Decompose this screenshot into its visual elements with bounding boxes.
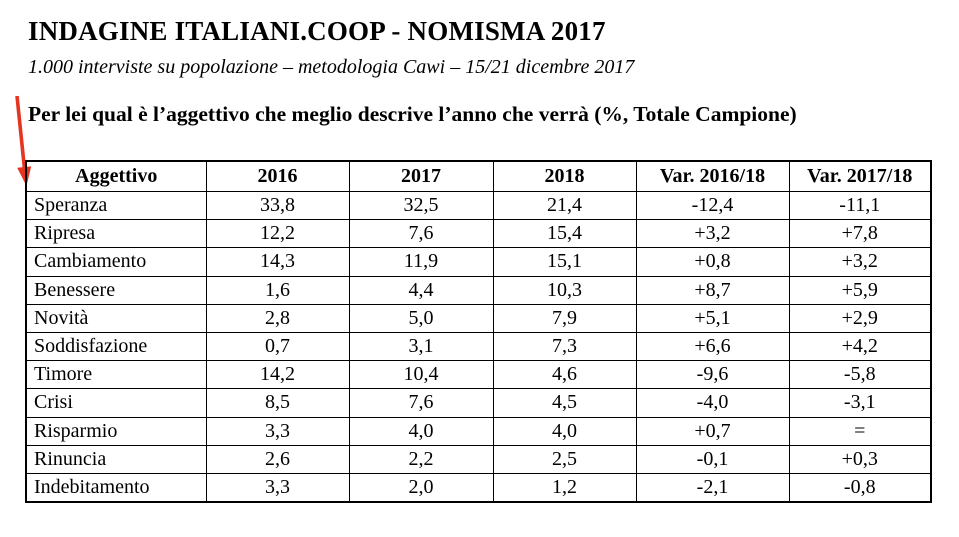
value-cell: 8,5 <box>205 388 350 418</box>
value-cell: 7,3 <box>492 331 637 362</box>
value-cell: 4,5 <box>492 388 637 418</box>
value-cell: 10,4 <box>348 360 494 390</box>
value-cell: 3,3 <box>205 416 350 446</box>
table-header: Aggettivo 2016 2017 2018 Var. 2016/18 Var. 20… <box>25 160 932 192</box>
column-header-aggettivo: Aggettivo <box>25 160 207 192</box>
adjective-cell: Soddisfazione <box>25 331 207 362</box>
value-cell: -5,8 <box>788 360 932 390</box>
column-header-var-2017-18: Var. 2017/18 <box>788 160 932 192</box>
value-cell: +6,6 <box>635 331 790 362</box>
value-cell: +5,1 <box>635 303 790 333</box>
table-row: Speranza 33,8 32,5 21,4 -12,4 -11,1 <box>25 190 932 221</box>
column-header-2016: 2016 <box>205 160 350 192</box>
value-cell: +3,2 <box>635 219 790 249</box>
value-cell: 3,1 <box>348 331 494 362</box>
adjective-cell: Indebitamento <box>25 472 207 503</box>
value-cell: +0,8 <box>635 247 790 277</box>
adjective-cell: Rinuncia <box>25 444 207 474</box>
value-cell: 4,6 <box>492 360 637 390</box>
adjective-cell: Cambiamento <box>25 247 207 277</box>
value-cell: 2,0 <box>348 472 494 503</box>
value-cell: 11,9 <box>348 247 494 277</box>
value-cell: 32,5 <box>348 190 494 221</box>
page-subtitle: 1.000 interviste su popolazione – metodo… <box>28 56 635 78</box>
value-cell: +0,3 <box>788 444 932 474</box>
column-header-2017: 2017 <box>348 160 494 192</box>
value-cell: = <box>788 416 932 446</box>
page-title: INDAGINE ITALIANI.COOP - NOMISMA 2017 <box>28 16 606 46</box>
value-cell: 14,2 <box>205 360 350 390</box>
value-cell: 2,5 <box>492 444 637 474</box>
value-cell: +0,7 <box>635 416 790 446</box>
value-cell: 4,4 <box>348 275 494 305</box>
adjective-cell: Novità <box>25 303 207 333</box>
value-cell: -0,1 <box>635 444 790 474</box>
table-row: Ripresa 12,2 7,6 15,4 +3,2 +7,8 <box>25 219 932 249</box>
value-cell: 21,4 <box>492 190 637 221</box>
value-cell: 7,6 <box>348 219 494 249</box>
value-cell: -11,1 <box>788 190 932 221</box>
value-cell: 2,2 <box>348 444 494 474</box>
value-cell: 15,4 <box>492 219 637 249</box>
table-row: Benessere 1,6 4,4 10,3 +8,7 +5,9 <box>25 275 932 305</box>
value-cell: 1,2 <box>492 472 637 503</box>
adjective-cell: Risparmio <box>25 416 207 446</box>
value-cell: +5,9 <box>788 275 932 305</box>
survey-question: Per lei qual è l’aggettivo che meglio de… <box>28 102 797 126</box>
value-cell: -2,1 <box>635 472 790 503</box>
value-cell: 10,3 <box>492 275 637 305</box>
table-header-row: Aggettivo 2016 2017 2018 Var. 2016/18 Var. 20… <box>25 160 932 192</box>
table-row: Novità 2,8 5,0 7,9 +5,1 +2,9 <box>25 303 932 333</box>
value-cell: 2,8 <box>205 303 350 333</box>
value-cell: 12,2 <box>205 219 350 249</box>
value-cell: 5,0 <box>348 303 494 333</box>
adjective-cell: Crisi <box>25 388 207 418</box>
value-cell: -4,0 <box>635 388 790 418</box>
value-cell: -3,1 <box>788 388 932 418</box>
value-cell: 1,6 <box>205 275 350 305</box>
value-cell: 15,1 <box>492 247 637 277</box>
value-cell: 14,3 <box>205 247 350 277</box>
value-cell: 3,3 <box>205 472 350 503</box>
value-cell: 33,8 <box>205 190 350 221</box>
table-row: Crisi 8,5 7,6 4,5 -4,0 -3,1 <box>25 388 932 418</box>
red-arrow-shaft <box>15 95 27 170</box>
value-cell: -0,8 <box>788 472 932 503</box>
value-cell: 2,6 <box>205 444 350 474</box>
table-row: Rinuncia 2,6 2,2 2,5 -0,1 +0,3 <box>25 444 932 474</box>
table-row: Indebitamento 3,3 2,0 1,2 -2,1 -0,8 <box>25 472 932 503</box>
table-row: Soddisfazione 0,7 3,1 7,3 +6,6 +4,2 <box>25 331 932 362</box>
value-cell: 7,9 <box>492 303 637 333</box>
value-cell: 4,0 <box>348 416 494 446</box>
value-cell: -9,6 <box>635 360 790 390</box>
column-header-2018: 2018 <box>492 160 637 192</box>
table-row: Cambiamento 14,3 11,9 15,1 +0,8 +3,2 <box>25 247 932 277</box>
table-row: Risparmio 3,3 4,0 4,0 +0,7 = <box>25 416 932 446</box>
column-header-var-2016-18: Var. 2016/18 <box>635 160 790 192</box>
value-cell: 0,7 <box>205 331 350 362</box>
adjective-cell: Benessere <box>25 275 207 305</box>
adjective-cell: Ripresa <box>25 219 207 249</box>
results-table: Aggettivo 2016 2017 2018 Var. 2016/18 Var. 20… <box>25 160 932 504</box>
value-cell: 4,0 <box>492 416 637 446</box>
value-cell: -12,4 <box>635 190 790 221</box>
adjective-cell: Speranza <box>25 190 207 221</box>
value-cell: +2,9 <box>788 303 932 333</box>
value-cell: +8,7 <box>635 275 790 305</box>
table-row: Timore 14,2 10,4 4,6 -9,6 -5,8 <box>25 360 932 390</box>
value-cell: 7,6 <box>348 388 494 418</box>
table-body: Speranza 33,8 32,5 21,4 -12,4 -11,1 Ripresa 12,… <box>25 190 932 503</box>
value-cell: +7,8 <box>788 219 932 249</box>
value-cell: +4,2 <box>788 331 932 362</box>
value-cell: +3,2 <box>788 247 932 277</box>
adjective-cell: Timore <box>25 360 207 390</box>
